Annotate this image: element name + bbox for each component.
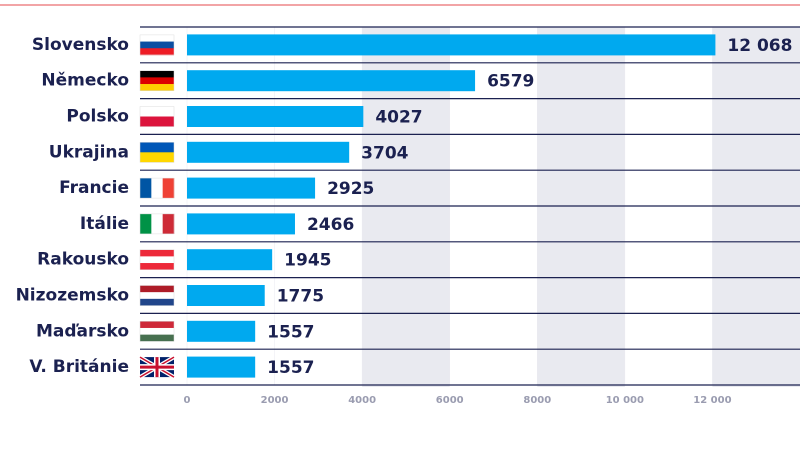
category-label: Francie xyxy=(59,178,129,198)
flag-border xyxy=(139,285,175,306)
bar xyxy=(187,249,273,271)
category-label: Itálie xyxy=(80,214,129,234)
flag-part xyxy=(140,106,174,117)
flag-part xyxy=(140,334,174,342)
flag xyxy=(139,249,175,270)
flag-part xyxy=(140,357,174,378)
flag-border xyxy=(139,177,175,199)
bar xyxy=(187,177,316,199)
flag xyxy=(139,106,175,127)
value-label: 4027 xyxy=(375,108,422,128)
bar xyxy=(187,106,364,127)
flag-part xyxy=(140,48,174,56)
flag-border xyxy=(139,142,175,163)
x-tick-label: 8000 xyxy=(523,395,551,406)
flag xyxy=(138,355,176,379)
value-label: 1775 xyxy=(277,287,324,307)
flag-part xyxy=(140,249,174,257)
flag-part xyxy=(140,256,174,264)
flag xyxy=(139,142,175,163)
flag-border xyxy=(139,70,175,91)
flag-part xyxy=(162,213,175,234)
category-label: Rakousko xyxy=(37,250,129,270)
value-label: 2925 xyxy=(327,179,374,199)
flag-border xyxy=(139,321,175,342)
category-label: Německo xyxy=(41,71,129,91)
bar xyxy=(187,285,265,306)
flag-part xyxy=(140,70,174,78)
value-label: 6579 xyxy=(487,72,534,92)
x-tick-label: 12 000 xyxy=(693,395,731,406)
grid-band xyxy=(712,27,800,387)
category-label: Polsko xyxy=(66,107,129,127)
category-label: Ukrajina xyxy=(49,142,129,162)
flag-part xyxy=(140,84,174,91)
flag-part xyxy=(151,178,163,199)
flag xyxy=(139,70,175,91)
bar xyxy=(187,320,256,342)
category-label: Slovensko xyxy=(32,35,129,55)
flag-part xyxy=(140,327,174,335)
bar xyxy=(187,356,256,378)
value-label: 2466 xyxy=(307,215,354,235)
value-label: 3704 xyxy=(361,143,408,163)
flag-part xyxy=(140,321,174,329)
x-tick-label: 0 xyxy=(184,395,191,406)
bar xyxy=(187,213,295,235)
x-tick-label: 2000 xyxy=(261,395,289,406)
bar xyxy=(187,141,350,163)
value-label: 1557 xyxy=(267,358,314,378)
category-label: Nizozemsko xyxy=(16,286,129,306)
x-tick-label: 4000 xyxy=(348,395,376,406)
x-tick-label: 6000 xyxy=(436,395,464,406)
x-tick-label: 10 000 xyxy=(606,395,644,406)
flag-border xyxy=(139,249,175,270)
bar xyxy=(187,34,716,56)
flag-part xyxy=(140,285,174,293)
category-label: V. Británie xyxy=(29,357,129,377)
flag-part xyxy=(140,142,174,153)
flag-part xyxy=(140,152,174,163)
plot: 0 2000 4000 6000 8000 10 000 12 000 Slovensko 12… xyxy=(16,34,792,406)
value-label: 1945 xyxy=(284,251,331,271)
flag-part xyxy=(140,178,152,199)
flag-part xyxy=(151,213,163,234)
flag-part xyxy=(140,263,174,270)
flag-border xyxy=(139,34,175,56)
flag-part xyxy=(162,178,175,199)
flag xyxy=(139,213,175,235)
category-label: Maďarsko xyxy=(36,321,129,341)
flag-border xyxy=(139,106,175,127)
flag-part xyxy=(140,213,152,234)
flag xyxy=(139,34,175,56)
value-label: 1557 xyxy=(267,322,314,342)
flag-part xyxy=(140,116,174,127)
flag-part xyxy=(140,41,174,49)
value-label: 12 068 xyxy=(727,36,792,56)
flag-part xyxy=(140,34,174,42)
flag-part xyxy=(140,292,174,300)
flag-part xyxy=(140,298,174,306)
grid-band xyxy=(537,27,625,387)
flag-border xyxy=(139,213,175,235)
flag xyxy=(139,285,175,306)
flag-part xyxy=(140,77,174,85)
bar xyxy=(187,70,476,92)
flag xyxy=(139,321,175,342)
flag xyxy=(139,177,175,199)
